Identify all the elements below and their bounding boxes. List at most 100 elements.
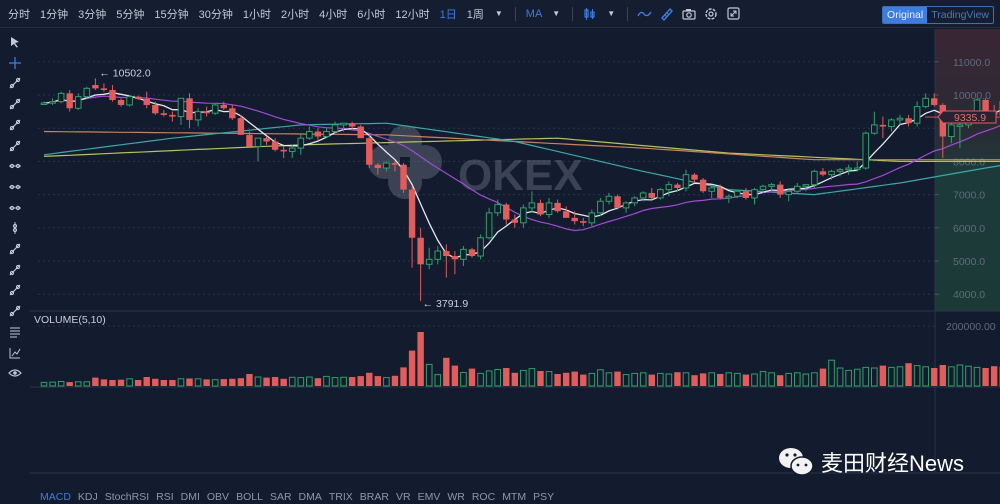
candle[interactable] [768, 182, 775, 192]
candle[interactable] [528, 191, 536, 213]
cursor-arrow-icon[interactable] [6, 33, 24, 51]
fullscreen-icon[interactable] [722, 4, 744, 24]
candle[interactable] [545, 197, 553, 218]
candle[interactable] [66, 90, 73, 112]
candle[interactable] [288, 144, 296, 159]
candle[interactable] [443, 244, 450, 278]
candle[interactable] [888, 118, 895, 132]
fib-retracement-icon[interactable] [6, 240, 24, 258]
indicator-tab-stochrsi[interactable]: StochRSI [104, 491, 150, 503]
pattern-tool-2-icon[interactable] [6, 281, 24, 299]
candle[interactable] [460, 246, 467, 266]
candle[interactable] [776, 181, 784, 198]
candle[interactable] [434, 246, 442, 265]
candle[interactable] [425, 247, 433, 270]
candle[interactable] [254, 137, 262, 162]
indicator-tab-dmi[interactable]: DMI [180, 491, 200, 503]
candle[interactable] [699, 178, 707, 193]
candle[interactable] [648, 187, 655, 200]
candle[interactable] [49, 98, 56, 105]
measure-icon[interactable] [6, 344, 24, 362]
candle[interactable] [323, 128, 330, 139]
candle[interactable] [956, 121, 964, 149]
candle[interactable] [408, 186, 416, 268]
indicator-tab-boll[interactable]: BOLL [236, 491, 263, 503]
candle[interactable] [879, 116, 887, 139]
text-note-icon[interactable] [6, 323, 24, 341]
pattern-tool-3-icon[interactable] [6, 302, 24, 320]
candle[interactable] [751, 187, 758, 205]
candle[interactable] [220, 101, 227, 110]
candle[interactable] [451, 251, 459, 275]
candle[interactable] [314, 128, 322, 140]
candle[interactable] [913, 101, 921, 127]
candle[interactable] [537, 199, 544, 217]
settings-gear-icon[interactable] [700, 4, 722, 24]
candle[interactable] [597, 197, 604, 217]
candle[interactable] [922, 93, 929, 109]
candle[interactable] [734, 189, 741, 198]
timeframe-5[interactable]: 30分钟 [198, 8, 233, 21]
candle[interactable] [134, 95, 142, 100]
candle[interactable] [802, 184, 810, 192]
candle[interactable] [57, 91, 65, 104]
candle[interactable] [605, 192, 613, 205]
candle[interactable] [117, 98, 125, 107]
camera-screenshot-icon[interactable] [678, 4, 700, 24]
candle[interactable] [742, 187, 750, 200]
indicator-tab-emv[interactable]: EMV [417, 491, 441, 503]
candle[interactable] [237, 114, 245, 135]
candle[interactable] [691, 173, 698, 183]
indicator-dropdown[interactable]: ▼ [552, 9, 561, 18]
candle[interactable] [905, 114, 912, 127]
ruler-drawing-icon[interactable] [656, 4, 678, 24]
indicator-tab-mtm[interactable]: MTM [502, 491, 527, 503]
timeframe-0[interactable]: 分时 [8, 8, 30, 21]
timeframe-6[interactable]: 1小时 [242, 8, 271, 21]
candle[interactable] [331, 121, 339, 134]
candle[interactable] [682, 169, 690, 192]
candle[interactable] [383, 161, 390, 172]
candle[interactable] [622, 201, 630, 213]
candle[interactable] [246, 131, 253, 149]
timeframe-8[interactable]: 4小时 [319, 8, 348, 21]
candle[interactable] [177, 97, 185, 125]
candle[interactable] [74, 93, 82, 110]
ray-line-icon[interactable] [6, 95, 24, 113]
pattern-tool-1-icon[interactable] [6, 261, 24, 279]
horizontal-ray-icon[interactable] [6, 178, 24, 196]
candle[interactable] [896, 114, 904, 125]
candle[interactable] [340, 122, 347, 132]
candle[interactable] [845, 164, 852, 175]
candle[interactable] [503, 202, 510, 225]
candle[interactable] [169, 111, 176, 122]
indicator-tab-roc[interactable]: ROC [471, 491, 496, 503]
timeframe-7[interactable]: 2小时 [281, 8, 310, 21]
indicator-tab-vr[interactable]: VR [395, 491, 411, 503]
vertical-line-icon[interactable] [6, 219, 24, 237]
candle[interactable] [717, 184, 724, 200]
candle[interactable] [280, 146, 287, 159]
candle[interactable] [811, 169, 818, 188]
candle[interactable] [580, 217, 587, 227]
chart-canvas[interactable]: 11000.0 10000.0 8000.0 7000.0 6000.0 5000.0 40… [0, 29, 1000, 490]
indicator-tab-obv[interactable]: OBV [206, 491, 230, 503]
candle[interactable] [639, 191, 647, 202]
view-original-button[interactable]: Original [883, 7, 928, 23]
indicator-tab-psy[interactable]: PSY [533, 491, 555, 503]
candle[interactable] [708, 186, 715, 198]
candle[interactable] [836, 168, 844, 177]
horizontal-line-icon[interactable] [6, 157, 24, 175]
candlestick-type-icon[interactable] [579, 4, 601, 24]
indicator-tab-trix[interactable]: TRIX [328, 491, 353, 503]
timeframe-10[interactable]: 12小时 [395, 8, 430, 21]
candle[interactable] [674, 182, 681, 192]
candle[interactable] [862, 131, 870, 170]
candle[interactable] [417, 227, 424, 302]
candle[interactable] [931, 93, 938, 107]
candle[interactable] [631, 196, 638, 207]
candle[interactable] [571, 211, 578, 225]
indicator-tab-sar[interactable]: SAR [269, 491, 292, 503]
candle[interactable] [100, 83, 108, 92]
candle[interactable] [271, 138, 279, 152]
